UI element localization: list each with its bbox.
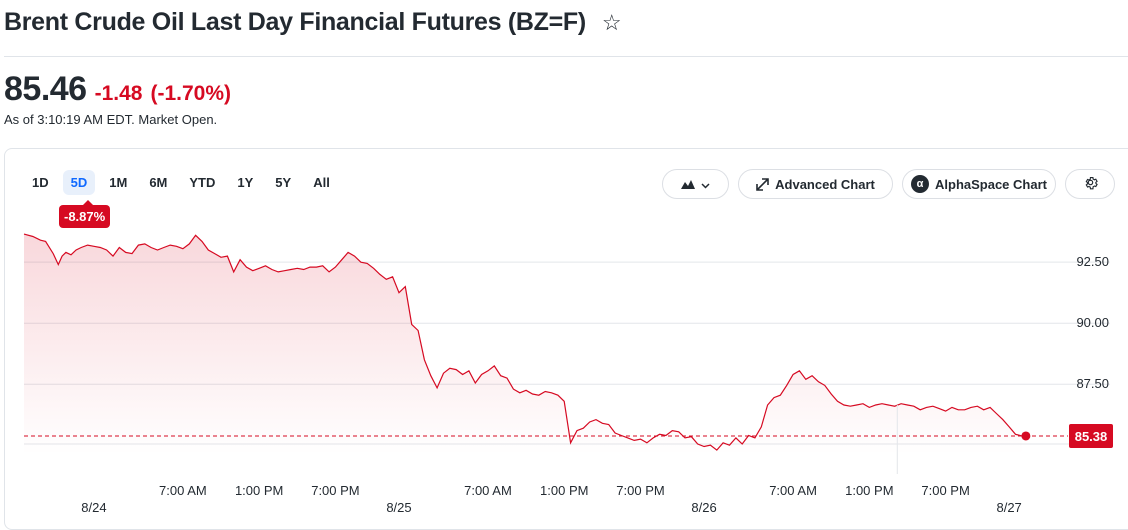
- x-date-label: 8/24: [81, 500, 106, 515]
- expand-icon: [756, 177, 769, 191]
- x-time-label: 7:00 PM: [616, 483, 664, 498]
- x-time-label: 7:00 AM: [769, 483, 817, 498]
- price-change-percent: (-1.70%): [150, 82, 231, 105]
- gear-icon: [1083, 175, 1098, 193]
- y-tick-label: 87.50: [1076, 376, 1109, 391]
- x-time-label: 7:00 PM: [311, 483, 359, 498]
- x-date-label: 8/25: [386, 500, 411, 515]
- market-status: As of 3:10:19 AM EDT. Market Open.: [4, 112, 218, 127]
- current-price-dot: [1021, 431, 1031, 441]
- range-all[interactable]: All: [313, 175, 330, 190]
- mountain-chart-icon: [681, 179, 695, 189]
- quote-summary: 85.46 -1.48 (-1.70%): [4, 70, 231, 109]
- x-time-label: 1:00 PM: [845, 483, 893, 498]
- x-time-label: 1:00 PM: [235, 483, 283, 498]
- range-ytd[interactable]: YTD: [189, 175, 216, 190]
- x-time-label: 7:00 AM: [159, 483, 207, 498]
- price-line: [23, 233, 1023, 451]
- price-chart[interactable]: 92.50 90.00 87.50 7:00 AM 1:00 PM 7:00 PM 7:0…: [0, 0, 1128, 517]
- y-tick-label: 92.50: [1076, 254, 1109, 269]
- divider: [4, 56, 1128, 57]
- x-time-label: 1:00 PM: [540, 483, 588, 498]
- x-date-label: 8/26: [691, 500, 716, 515]
- range-1d[interactable]: 1D: [32, 175, 49, 190]
- x-date-label: 8/27: [996, 500, 1021, 515]
- x-time-label: 7:00 AM: [464, 483, 512, 498]
- range-1y[interactable]: 1Y: [237, 175, 254, 190]
- range-selector: 1D 5D 1M 6M YTD 1Y 5Y All: [24, 170, 344, 195]
- x-time-label: 7:00 PM: [921, 483, 969, 498]
- chart-type-button[interactable]: [662, 169, 729, 199]
- title-row: Brent Crude Oil Last Day Financial Futur…: [4, 8, 622, 37]
- last-price: 85.46: [4, 70, 87, 108]
- settings-button[interactable]: [1065, 169, 1115, 199]
- range-change-badge: -8.87%: [59, 200, 111, 228]
- alphaspace-chart-label: AlphaSpace Chart: [935, 176, 1047, 192]
- range-5d[interactable]: 5D: [62, 170, 96, 195]
- current-price-label: 85.38: [1075, 429, 1108, 444]
- y-tick-label: 90.00: [1076, 315, 1109, 330]
- price-change: -1.48: [94, 82, 143, 105]
- price-area: [24, 234, 1022, 455]
- page-title: Brent Crude Oil Last Day Financial Futur…: [4, 8, 586, 36]
- range-5y[interactable]: 5Y: [275, 175, 292, 190]
- star-icon[interactable]: ☆: [601, 9, 622, 35]
- advanced-chart-label: Advanced Chart: [775, 176, 875, 192]
- advanced-chart-button[interactable]: Advanced Chart: [738, 169, 893, 199]
- chevron-down-icon: [701, 177, 710, 192]
- current-price-tag: 85.38: [1069, 423, 1113, 448]
- alphaspace-logo-icon: α: [911, 175, 929, 193]
- range-1m[interactable]: 1M: [109, 175, 128, 190]
- range-6m[interactable]: 6M: [149, 175, 168, 190]
- alphaspace-chart-button[interactable]: α AlphaSpace Chart: [902, 169, 1056, 199]
